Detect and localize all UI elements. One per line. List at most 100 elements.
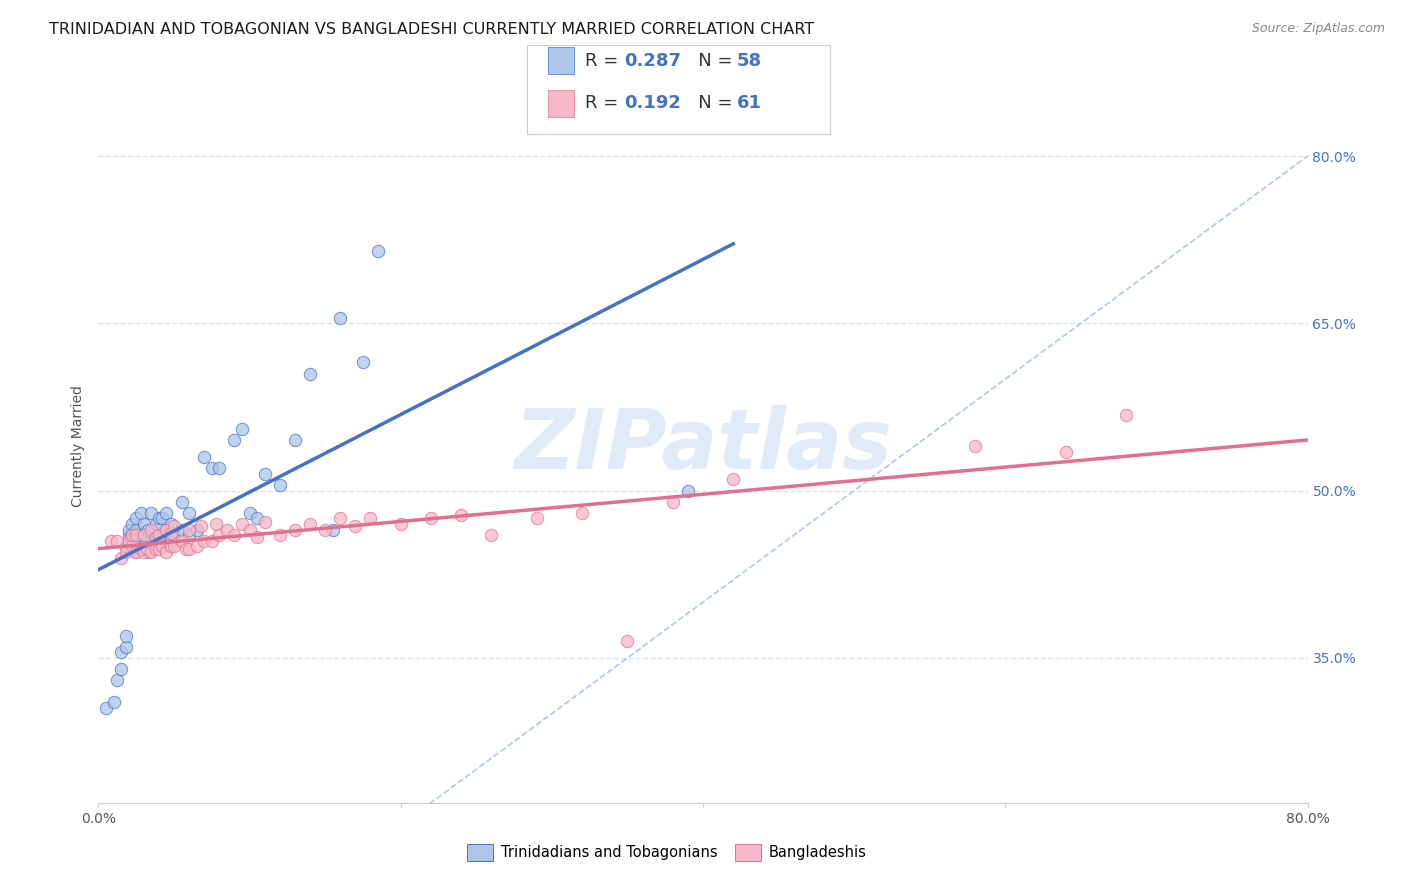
Point (129, 528, 152, 542)
Point (148, 541, 170, 556)
Point (450, 508, 472, 522)
Point (571, 506, 593, 520)
Point (160, 539, 183, 553)
Point (231, 422, 253, 436)
Point (121, 528, 143, 542)
Point (110, 662, 132, 676)
Point (329, 511, 352, 525)
Point (118, 533, 141, 548)
Point (163, 528, 186, 542)
Point (170, 494, 193, 508)
Point (284, 523, 307, 537)
Point (723, 473, 745, 487)
Point (246, 511, 269, 525)
Point (284, 434, 307, 448)
Text: ZIPatlas: ZIPatlas (515, 406, 891, 486)
Point (676, 483, 699, 498)
Point (135, 541, 157, 556)
Point (105, 533, 128, 548)
Point (208, 461, 231, 475)
Point (344, 519, 367, 533)
Point (125, 511, 148, 525)
Point (367, 244, 389, 258)
Point (125, 545, 148, 559)
Point (314, 523, 336, 537)
Point (150, 539, 173, 553)
Text: TRINIDADIAN AND TOBAGONIAN VS BANGLADESHI CURRENTLY MARRIED CORRELATION CHART: TRINIDADIAN AND TOBAGONIAN VS BANGLADESH… (49, 22, 814, 37)
Point (129, 506, 152, 520)
Point (110, 550, 132, 565)
Text: Source: ZipAtlas.com: Source: ZipAtlas.com (1251, 22, 1385, 36)
Point (145, 541, 167, 556)
Point (118, 533, 141, 548)
Point (186, 523, 208, 537)
Text: 0.287: 0.287 (624, 52, 682, 70)
Point (322, 523, 344, 537)
Point (145, 539, 167, 553)
Point (125, 533, 148, 548)
Point (150, 511, 173, 525)
Point (179, 506, 201, 520)
Point (193, 450, 215, 464)
Point (224, 434, 246, 448)
Point (179, 541, 201, 556)
Point (125, 545, 148, 559)
Point (201, 533, 224, 548)
Point (155, 545, 177, 559)
Point (114, 539, 136, 553)
Point (186, 539, 208, 553)
Point (163, 539, 186, 553)
Point (389, 517, 412, 532)
Point (170, 533, 193, 548)
Point (299, 367, 322, 381)
Text: N =: N = (681, 95, 738, 112)
Point (121, 528, 143, 542)
Point (141, 533, 163, 548)
Point (150, 528, 173, 542)
Point (141, 523, 163, 537)
Point (193, 533, 215, 548)
Point (420, 511, 443, 525)
Point (269, 478, 291, 492)
Text: 61: 61 (737, 95, 762, 112)
Point (246, 530, 269, 544)
Point (205, 517, 228, 532)
Text: R =: R = (585, 95, 624, 112)
Point (163, 519, 186, 533)
Point (253, 515, 276, 529)
Point (160, 517, 183, 532)
Point (1115, 408, 1137, 422)
Point (329, 310, 352, 325)
Point (239, 523, 262, 537)
Point (129, 541, 152, 556)
Point (155, 506, 177, 520)
Point (481, 528, 503, 542)
Point (160, 525, 183, 540)
Point (132, 528, 155, 542)
Point (105, 673, 128, 687)
Point (114, 628, 136, 642)
Point (125, 528, 148, 542)
Point (170, 523, 193, 537)
Point (190, 519, 212, 533)
Point (352, 355, 374, 369)
Point (132, 517, 155, 532)
Point (239, 506, 262, 520)
Point (253, 467, 276, 481)
Point (148, 511, 170, 525)
Point (136, 523, 159, 537)
Point (174, 541, 197, 556)
Point (132, 545, 155, 559)
Point (215, 523, 238, 537)
Point (114, 640, 136, 654)
Point (132, 539, 155, 553)
Y-axis label: Currently Married: Currently Married (72, 385, 86, 507)
Point (661, 494, 683, 508)
Point (179, 528, 201, 542)
Point (965, 439, 987, 453)
Point (155, 523, 177, 537)
Point (155, 523, 177, 537)
Point (224, 528, 246, 542)
Point (125, 523, 148, 537)
Point (114, 545, 136, 559)
